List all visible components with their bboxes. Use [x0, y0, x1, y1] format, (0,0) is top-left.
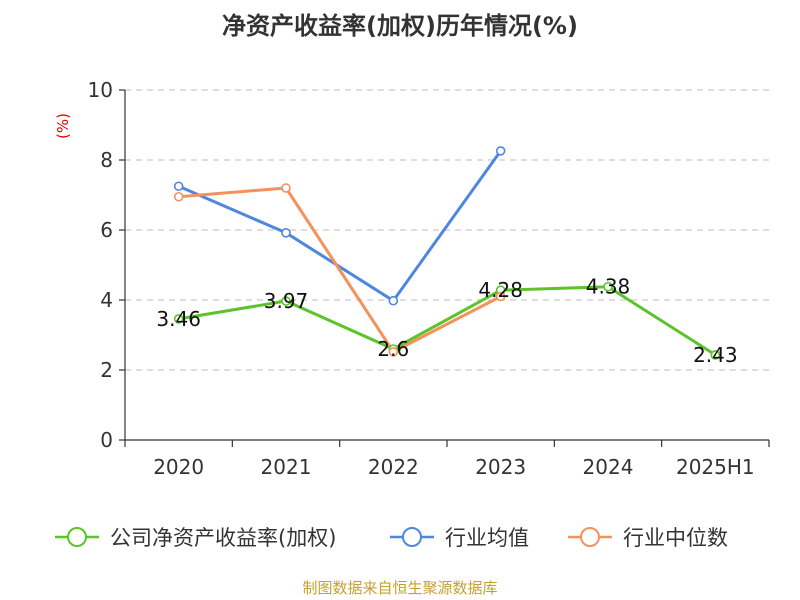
y-tick-label: 0 — [100, 428, 113, 452]
series-0-point — [281, 296, 291, 306]
legend-item-2[interactable]: 行业中位数 — [568, 526, 728, 550]
x-tick-label: 2024 — [583, 455, 634, 479]
legend-item-0[interactable]: 公司净资产收益率(加权) — [55, 526, 336, 550]
series-2-point — [281, 183, 291, 193]
x-tick-label: 2023 — [475, 455, 526, 479]
legend-label: 行业中位数 — [623, 526, 728, 550]
x-tick-label: 2025H1 — [676, 455, 755, 479]
x-tick-label: 2021 — [261, 455, 312, 479]
series-1-point — [388, 295, 399, 306]
legend-label: 行业均值 — [445, 526, 529, 550]
legend-label: 公司净资产收益率(加权) — [110, 526, 336, 550]
data-label-layer: 3.46 3.97 2.6 4.28 4.38 2.43 — [156, 275, 737, 367]
data-label: 4.38 — [586, 275, 631, 299]
legend-item-1[interactable]: 行业均值 — [390, 526, 529, 550]
series-2-point — [495, 291, 506, 302]
series-line-1 — [177, 149, 503, 303]
series-2-point — [173, 191, 184, 202]
x-tick-label: 2022 — [368, 455, 419, 479]
series-line-2 — [177, 186, 503, 354]
series-0-point — [173, 314, 184, 324]
series-0-point — [603, 281, 613, 292]
series-layer — [173, 146, 721, 360]
legend-marker-icon — [402, 527, 422, 547]
y-tick-label: 2 — [100, 358, 113, 382]
axis-layer: 0 2 4 6 8 10 2020 2021 2022 2023 2024 2025H1 — [88, 78, 770, 479]
grid-layer — [125, 89, 769, 371]
y-tick-label: 6 — [100, 218, 113, 242]
x-tick-label: 2020 — [153, 455, 204, 479]
series-line-0 — [177, 285, 717, 357]
data-label: 3.97 — [264, 289, 309, 313]
data-label: 2.43 — [693, 343, 738, 367]
y-tick-label: 8 — [100, 148, 113, 172]
series-1-point — [281, 228, 291, 238]
y-axis-unit-label: (%) — [54, 113, 72, 139]
legend-marker-icon — [580, 527, 600, 547]
y-tick-label: 4 — [100, 288, 113, 312]
data-label: 4.28 — [478, 278, 523, 302]
data-label: 2.6 — [377, 337, 409, 361]
series-1-point — [495, 146, 506, 156]
series-2-point — [388, 346, 399, 357]
legend: 公司净资产收益率(加权) 行业均值 行业中位数 — [55, 526, 728, 550]
legend-marker-icon — [67, 527, 87, 547]
data-label: 3.46 — [156, 307, 201, 331]
data-source-note: 制图数据来自恒生聚源数据库 — [302, 579, 497, 597]
y-tick-label: 10 — [88, 78, 113, 102]
series-1-point — [173, 181, 184, 192]
chart-title: 净资产收益率(加权)历年情况(%) — [222, 12, 578, 40]
series-0-point — [710, 350, 721, 360]
